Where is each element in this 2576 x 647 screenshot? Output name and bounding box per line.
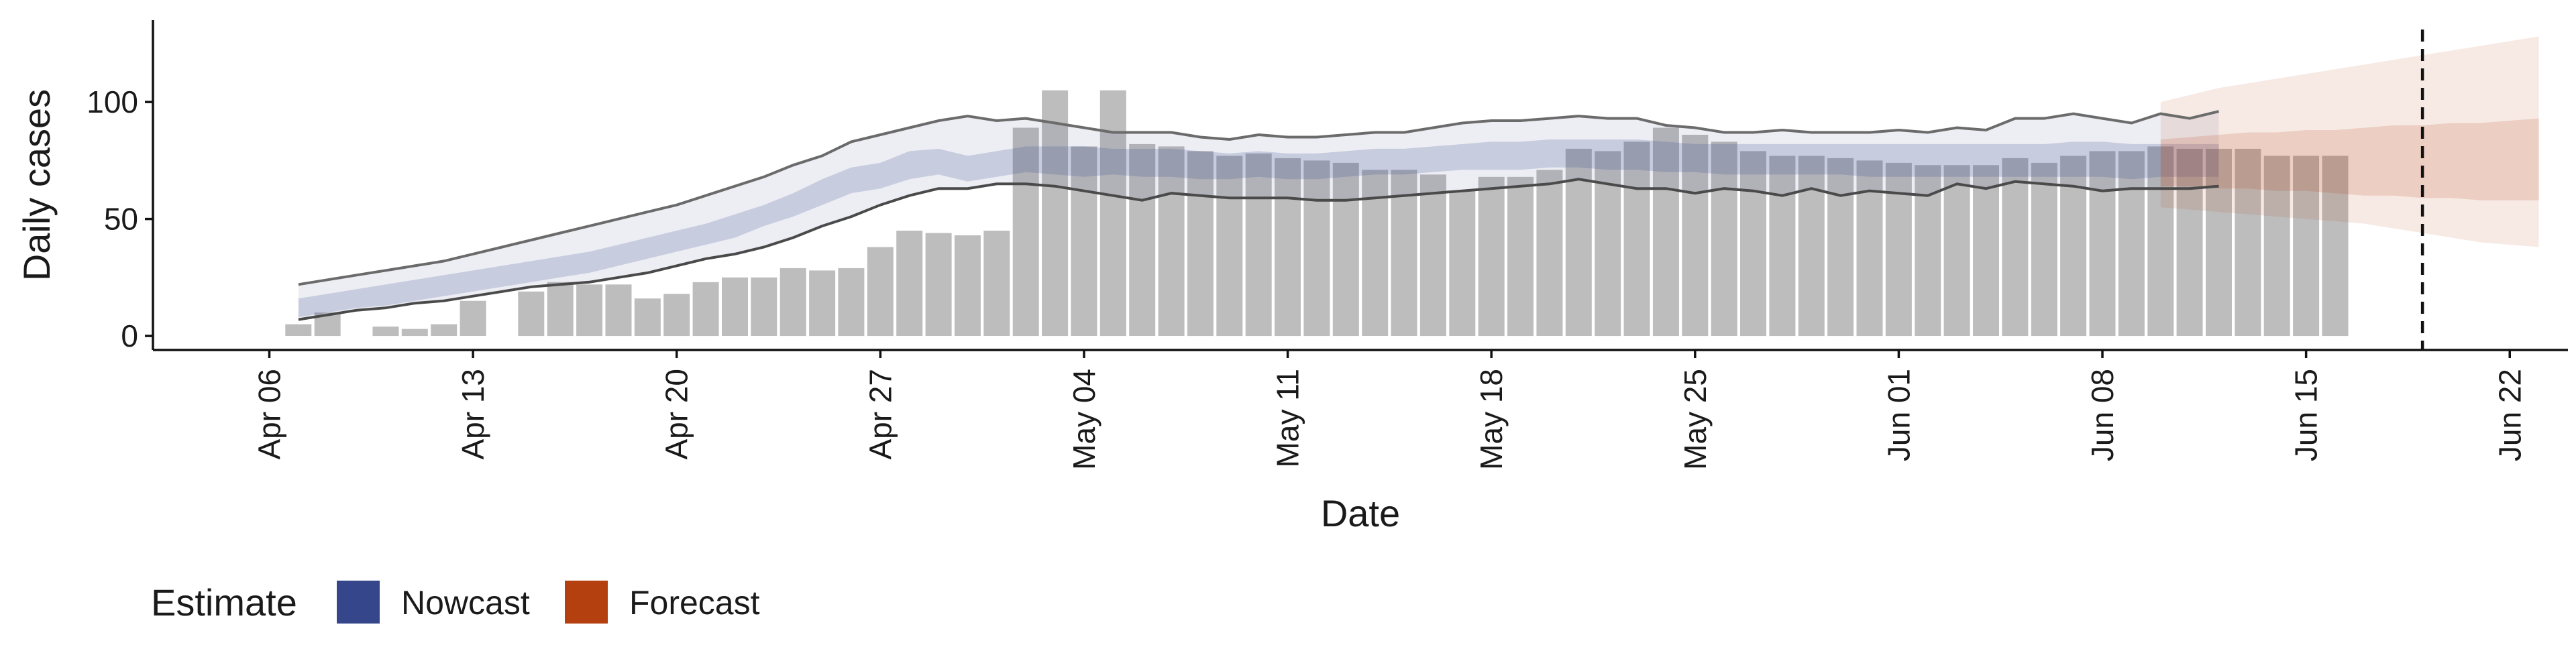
case-bar [1798, 156, 1825, 337]
case-bar [1740, 151, 1766, 337]
case-bar [1973, 165, 1999, 336]
estimate-ribbons [298, 36, 2539, 320]
x-tick-label: May 11 [1271, 369, 1305, 467]
case-bar [896, 231, 923, 336]
case-bar [605, 284, 632, 337]
case-bar [2235, 148, 2261, 336]
case-bar [1245, 153, 1272, 337]
legend-label-nowcast: Nowcast [401, 584, 530, 622]
case-bar [2176, 148, 2203, 336]
x-axis-title: Date [1321, 492, 1400, 534]
legend-label-forecast: Forecast [629, 584, 760, 622]
case-bar [1419, 174, 1446, 337]
case-bar [2293, 156, 2320, 337]
case-bar [1332, 162, 1359, 337]
case-bar [285, 324, 312, 336]
case-bar [1042, 90, 1069, 337]
case-bar [634, 298, 661, 336]
y-tick-label: 0 [121, 318, 138, 353]
case-bar [1652, 127, 1679, 337]
case-bar [1827, 158, 1854, 337]
case-bar [2322, 156, 2349, 337]
case-bar [751, 277, 777, 336]
x-tick-label: Apr 27 [863, 369, 898, 460]
case-bar [2118, 151, 2145, 337]
case-bar [1711, 141, 1737, 336]
case-bar [1158, 146, 1185, 336]
case-bar [1623, 141, 1650, 336]
x-tick-label: May 04 [1067, 369, 1102, 470]
axes: 0 50 100 Apr 06 Apr 13 Apr 20 Apr 27 May 04 May … [15, 20, 2568, 534]
y-axis-title: Daily cases [15, 89, 58, 281]
forecast-inner-interval [2160, 118, 2539, 200]
x-tick-label: Apr 06 [252, 369, 287, 460]
case-bar [1507, 176, 1534, 337]
case-bar [867, 247, 894, 337]
case-bar [1943, 165, 1970, 336]
case-bar [401, 329, 428, 337]
case-bar [1275, 158, 1301, 337]
case-bar [2089, 151, 2116, 337]
case-bar [780, 268, 806, 337]
case-bar [925, 233, 952, 336]
case-bar [1129, 143, 1156, 336]
forecast-outer-interval [2160, 36, 2539, 247]
nowcast-outer-interval [298, 111, 2219, 320]
case-bar [1478, 176, 1505, 337]
case-bar [1682, 135, 1709, 337]
estimate-bound-lines [298, 110, 2219, 321]
case-bar [460, 300, 486, 336]
legend-swatch-nowcast [337, 581, 380, 624]
case-bar [1216, 156, 1243, 337]
case-bar [2002, 158, 2029, 337]
y-tick-label: 50 [104, 202, 138, 237]
case-bar [722, 277, 748, 336]
x-tick-label: Apr 13 [455, 369, 490, 460]
case-bar [809, 270, 836, 337]
case-bar [2263, 156, 2290, 337]
x-tick-label: May 25 [1678, 369, 1713, 470]
case-bar [547, 282, 574, 337]
case-bar [838, 268, 865, 337]
x-tick-label: Jun 01 [1881, 369, 1916, 461]
nowcast-upper-line [298, 110, 2219, 286]
case-bar [1099, 90, 1126, 337]
case-bar [2206, 148, 2232, 336]
case-bar [2147, 146, 2174, 336]
x-tick-label: Jun 08 [2085, 369, 2120, 461]
case-bar [1187, 151, 1214, 337]
nowcast-lower-line [298, 178, 2219, 321]
case-bar [954, 235, 981, 336]
case-bar [518, 291, 545, 337]
case-bar [2031, 162, 2057, 337]
case-bar [1769, 156, 1796, 337]
x-tick-label: Apr 20 [659, 369, 694, 460]
case-bar [431, 324, 458, 336]
case-bar [1012, 127, 1039, 337]
legend-swatch-forecast [565, 581, 608, 624]
case-bar [1449, 190, 1476, 336]
case-bar [372, 327, 399, 337]
case-bar [983, 231, 1010, 336]
case-bar [1536, 170, 1563, 336]
case-bar [1071, 146, 1097, 336]
x-tick-label: May 18 [1474, 369, 1509, 470]
y-tick-label: 100 [87, 84, 138, 119]
case-bar [1303, 160, 1330, 337]
case-bar [692, 282, 719, 337]
x-tick-label: Jun 15 [2289, 369, 2324, 461]
case-bar [576, 284, 603, 337]
nowcast-inner-interval [298, 139, 2219, 318]
x-tick-label: Jun 22 [2492, 369, 2527, 461]
case-bar [663, 294, 690, 337]
legend-title: Estimate [151, 581, 297, 624]
legend: Estimate Nowcast Forecast [151, 581, 760, 624]
